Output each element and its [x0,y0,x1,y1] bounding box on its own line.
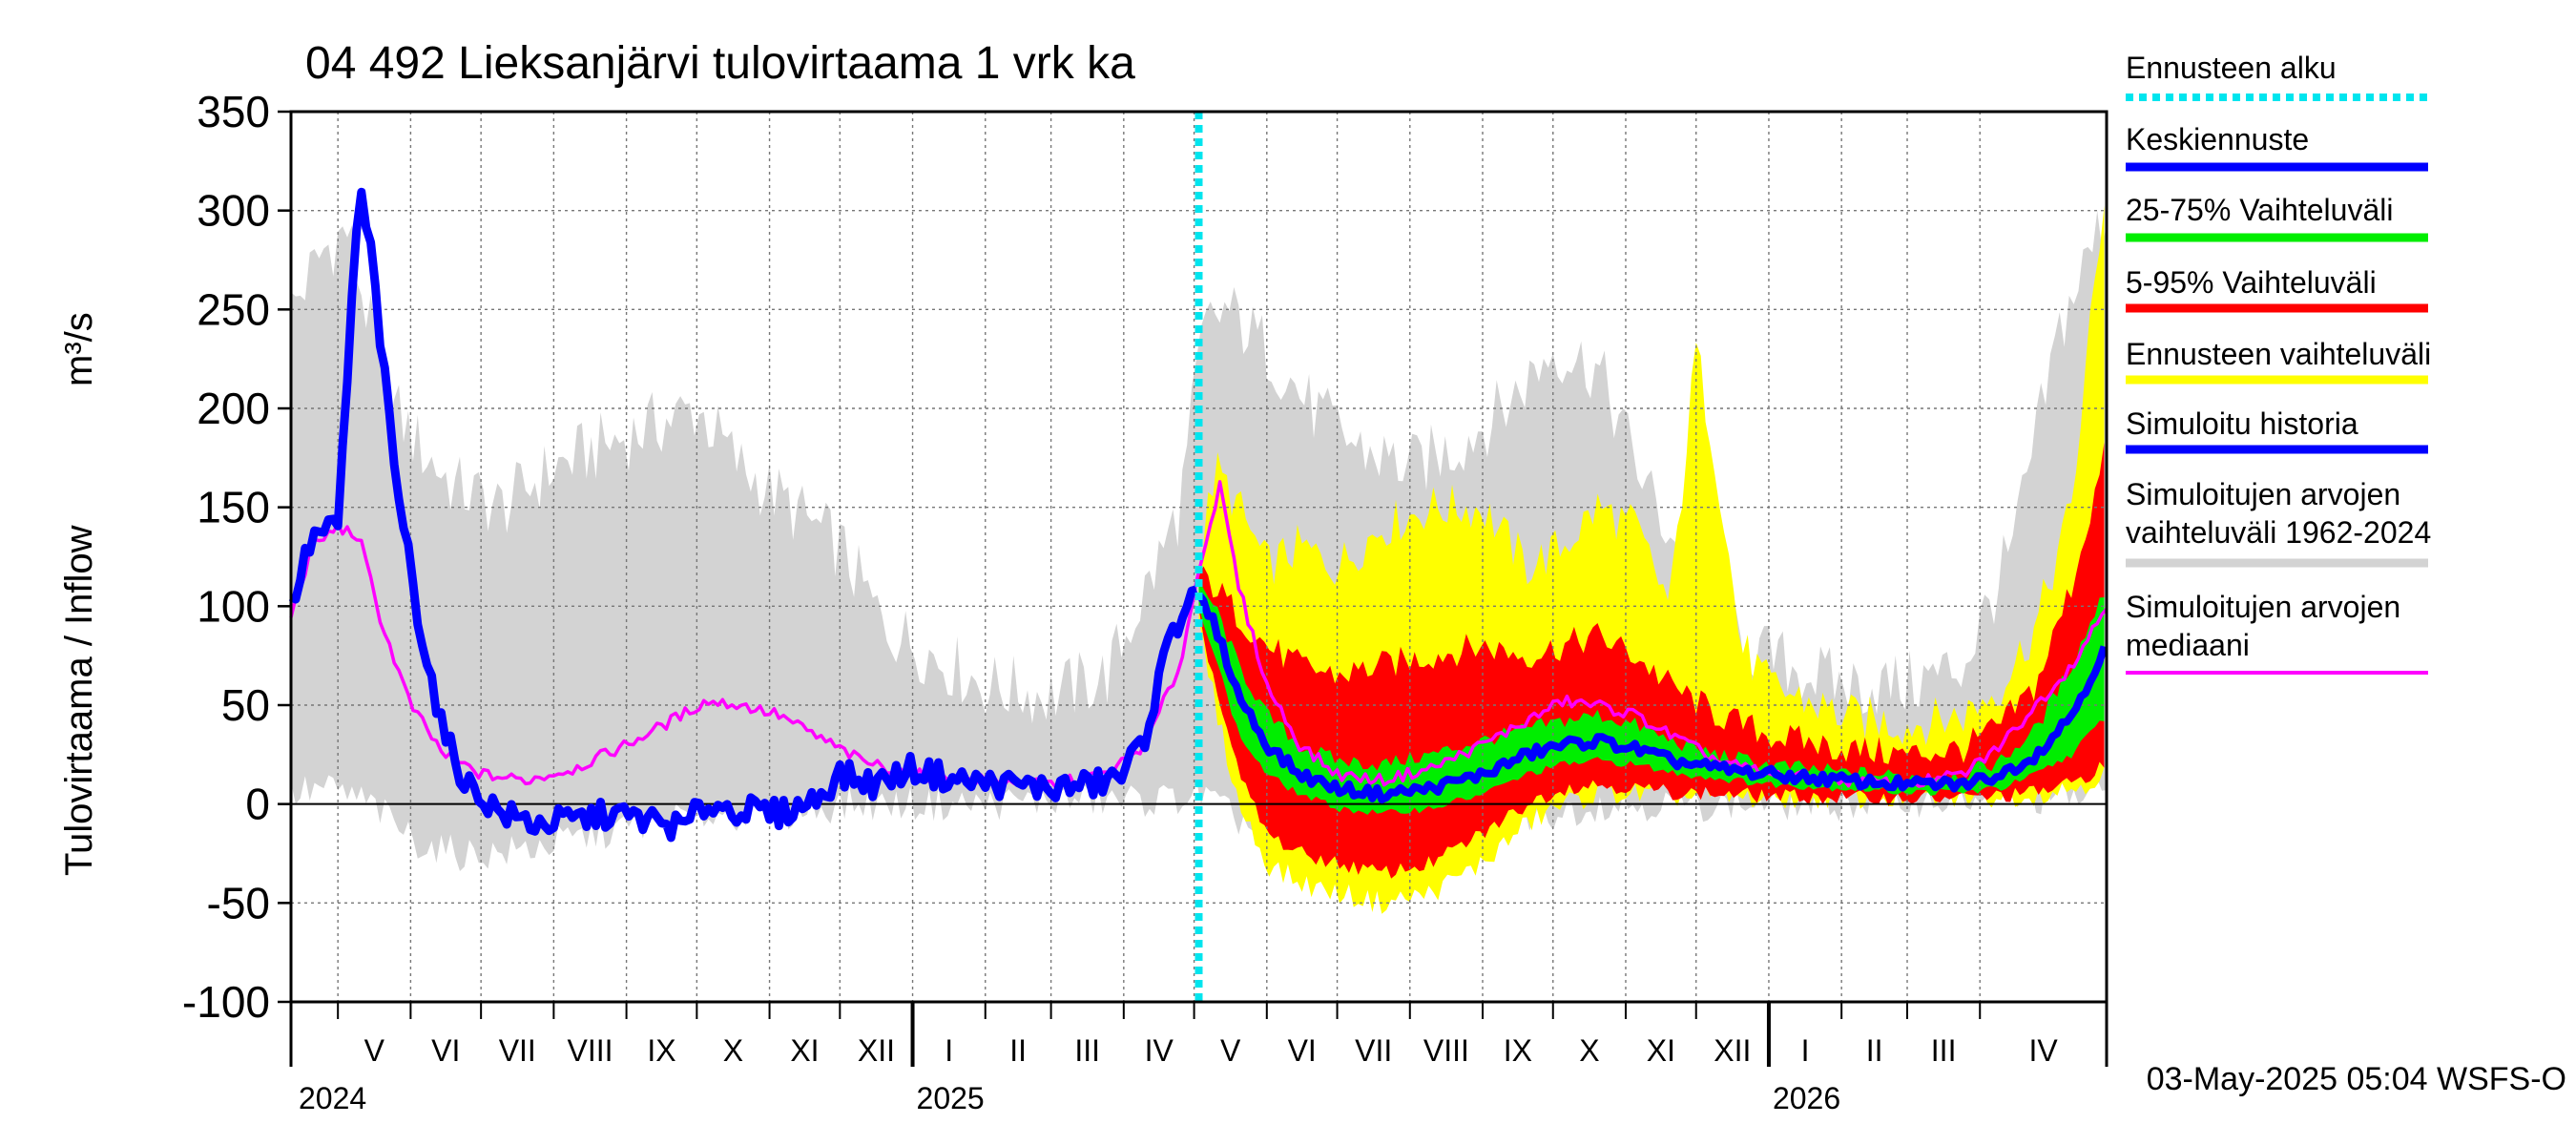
chart-title: 04 492 Lieksanjärvi tulovirtaama 1 vrk k… [305,38,1135,89]
year-label: 2025 [917,1081,985,1115]
month-label: V [1220,1033,1241,1068]
simulated-history-line [288,187,1198,843]
legend-label: Ennusteen vaihteluväli [2126,337,2431,371]
month-label: XII [1714,1033,1751,1068]
y-tick-label: 350 [197,87,270,136]
month-label: III [1931,1033,1957,1068]
month-label: VI [1288,1033,1317,1068]
y-tick-label: 0 [245,780,270,829]
year-label: 2026 [1773,1081,1840,1115]
legend: Ennusteen alku Keskiennuste 25-75% Vaihtel… [2126,51,2431,675]
grid-lines [291,112,2107,1002]
forecast-mean-line [1195,592,2109,803]
month-label: IX [1504,1033,1532,1068]
y-tick-label: 250 [197,284,270,334]
legend-label: Ennusteen alku [2126,51,2337,85]
month-label: XII [858,1033,895,1068]
y-tick-label: 50 [221,680,270,730]
month-label: IV [2028,1033,2058,1068]
month-label: XI [790,1033,819,1068]
y-tick-label: 100 [197,581,270,631]
legend-label: 25-75% Vaihteluväli [2126,193,2393,227]
month-label: II [1866,1033,1883,1068]
legend-label: Keskiennuste [2126,122,2309,156]
y-tick-label: 150 [197,483,270,532]
y-tick-label: -100 [182,977,270,1027]
plot-frame [289,110,2109,1004]
legend-label: Simuloitujen arvojen [2126,477,2400,511]
y-axis-unit: m³/s [58,312,100,386]
month-label: VIII [1423,1033,1469,1068]
month-label: IV [1145,1033,1174,1068]
year-label: 2024 [299,1081,366,1115]
month-label: X [723,1033,743,1068]
month-label: I [1801,1033,1810,1068]
month-label: II [1009,1033,1027,1068]
forecast-25-75-band [1198,579,2105,815]
month-label: VII [1355,1033,1392,1068]
y-axis-label: Tulovirtaama / Inflow [58,525,100,876]
legend-label: 5-95% Vaihteluväli [2126,265,2377,300]
y-tick-label: 200 [197,384,270,433]
y-tick-label: 300 [197,186,270,236]
month-label: VI [431,1033,460,1068]
forecast-25-75-area [1198,579,2105,815]
month-label: VIII [567,1033,613,1068]
series-lines [288,112,2109,1002]
timestamp-label: 03-May-2025 05:04 WSFS-O [2147,1061,2566,1097]
month-label: V [364,1033,385,1068]
axes [278,110,2109,1067]
y-tick-label: -50 [207,878,270,927]
legend-label: Simuloitujen arvojen [2126,590,2400,624]
month-label: IX [647,1033,675,1068]
month-label: VII [499,1033,536,1068]
legend-label: Simuloitu historia [2126,406,2358,441]
month-label: I [945,1033,953,1068]
month-label: III [1074,1033,1100,1068]
legend-label: mediaani [2126,628,2250,662]
month-label: X [1579,1033,1599,1068]
month-label: XI [1647,1033,1675,1068]
legend-label: vaihteluväli 1962-2024 [2126,515,2431,550]
